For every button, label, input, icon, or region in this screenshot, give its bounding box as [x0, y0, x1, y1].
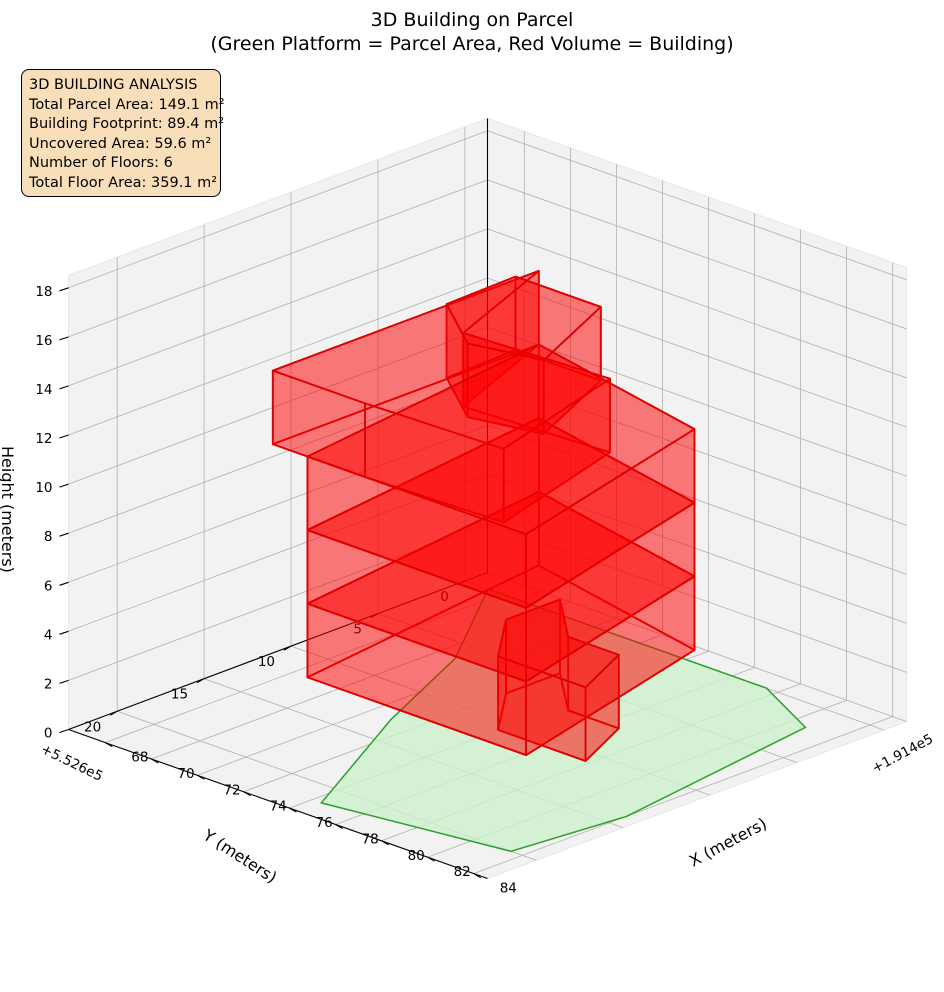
info-total-parcel-area: Total Parcel Area: 149.1 m²: [29, 96, 225, 113]
info-building-footprint: Building Footprint: 89.4 m²: [29, 116, 225, 132]
info-number-of-floors: Number of Floors: 6: [29, 155, 173, 171]
x-tick-label: 74: [270, 799, 287, 815]
z-gridline-right: [487, 424, 907, 575]
y-tick-label: 5: [353, 622, 362, 638]
x-tick-label: 82: [454, 864, 471, 880]
x-tick-mark: [243, 791, 251, 797]
y-tick-label: 10: [258, 654, 275, 670]
info-total-floor-area: Total Floor Area: 359.1 m²: [29, 174, 218, 191]
z-gridline-right: [487, 228, 907, 379]
building-floor-5-roof: [271, 269, 611, 450]
x-tick-mark: [289, 807, 297, 813]
y-tick-mark: [370, 613, 379, 618]
y-tick-label: 15: [171, 687, 188, 703]
x-tick-label: 72: [223, 782, 240, 798]
z-tick-label: 2: [44, 676, 53, 692]
x-tick-mark: [197, 774, 205, 780]
z-gridline-right: [487, 277, 907, 428]
z-tick-label: 0: [44, 726, 53, 742]
x-tick-label: 78: [362, 832, 379, 848]
z-gridline-left: [68, 277, 488, 436]
building-floor-2-roof: [306, 490, 696, 683]
building-floor-4-roof: [306, 343, 696, 536]
z-axis-label: Height (meters): [0, 446, 17, 573]
z-tick-label: 16: [35, 333, 52, 349]
chart-title-line-1: 3D Building on Parcel: [371, 9, 574, 31]
x-tick-mark: [105, 742, 113, 748]
z-tick-mark: [59, 581, 69, 586]
y-tick-label: 20: [84, 719, 101, 735]
y-tick-mark: [283, 645, 292, 651]
info-heading: 3D BUILDING ANALYSIS: [29, 77, 198, 93]
x-gridline-floor: [105, 585, 525, 743]
x-tick-mark: [381, 840, 389, 846]
building-floor-1-roof: [497, 598, 620, 689]
x-axis-label: X (meters): [686, 814, 770, 871]
z-gridline-right: [487, 473, 907, 624]
x-tick-label: 84: [500, 881, 517, 897]
axes-panes: [67, 117, 908, 880]
building-scene: [271, 269, 807, 853]
building-analysis-box: 3D BUILDING ANALYSIS Total Parcel Area: …: [21, 69, 225, 197]
y-axis-line: [68, 571, 488, 731]
z-gridline-right: [487, 572, 907, 722]
z-gridline-left: [68, 179, 488, 338]
x-tick-label: 76: [316, 815, 333, 831]
z-gridline-right: [487, 523, 907, 673]
x-tick-mark: [473, 873, 481, 879]
axes-ticks: 6870727476788082840510152002468101214161…: [35, 284, 517, 897]
y-axis-label: Y (meters): [199, 825, 280, 887]
z-gridline-right: [487, 179, 907, 330]
z-tick-mark: [59, 287, 69, 292]
z-tick-mark: [59, 336, 69, 341]
z-tick-label: 12: [35, 431, 52, 447]
z-tick-mark: [59, 630, 69, 635]
z-gridline-left: [68, 424, 488, 583]
y-tick-mark: [109, 710, 118, 716]
x-axis-line: [68, 728, 488, 880]
x-gridline-floor: [473, 716, 893, 874]
x-tick-mark: [335, 824, 343, 829]
chart-title-line-2: (Green Platform = Parcel Area, Red Volum…: [210, 33, 733, 55]
x-tick-label: 70: [177, 766, 194, 782]
x-tick-mark: [151, 758, 159, 764]
z-tick-mark: [59, 679, 69, 684]
building-floor-6-roof: [445, 275, 602, 362]
z-gridline-right: [487, 130, 907, 281]
y-axis-offset: +5.526e5: [38, 741, 105, 785]
z-gridline-left: [68, 228, 488, 387]
y-tick-label: 0: [440, 589, 449, 605]
z-tick-mark: [59, 483, 69, 488]
z-gridline-left: [68, 473, 488, 632]
z-tick-mark: [59, 728, 69, 734]
z-tick-label: 14: [35, 382, 52, 398]
z-tick-label: 8: [44, 529, 53, 545]
z-tick-mark: [59, 385, 69, 390]
x-tick-label: 68: [131, 750, 148, 766]
z-tick-label: 18: [35, 284, 52, 300]
z-gridline-left: [68, 130, 488, 289]
x-axis-offset: +1.914e5: [869, 731, 936, 777]
x-tick-mark: [427, 856, 435, 862]
z-tick-label: 6: [44, 578, 53, 594]
building-floor-3-roof: [306, 417, 696, 609]
axes-lines: [68, 118, 489, 880]
z-tick-label: 4: [44, 627, 53, 643]
z-tick-label: 10: [35, 480, 52, 496]
z-gridline-right: [487, 375, 907, 526]
info-uncovered-area: Uncovered Area: 59.6 m²: [29, 135, 212, 152]
y-tick-mark: [196, 678, 205, 684]
z-tick-mark: [59, 434, 69, 439]
z-gridline-right: [487, 326, 907, 477]
z-gridline-left: [68, 326, 488, 485]
parcel-platform: [319, 588, 807, 853]
z-tick-mark: [59, 532, 69, 537]
x-tick-label: 80: [408, 848, 425, 864]
